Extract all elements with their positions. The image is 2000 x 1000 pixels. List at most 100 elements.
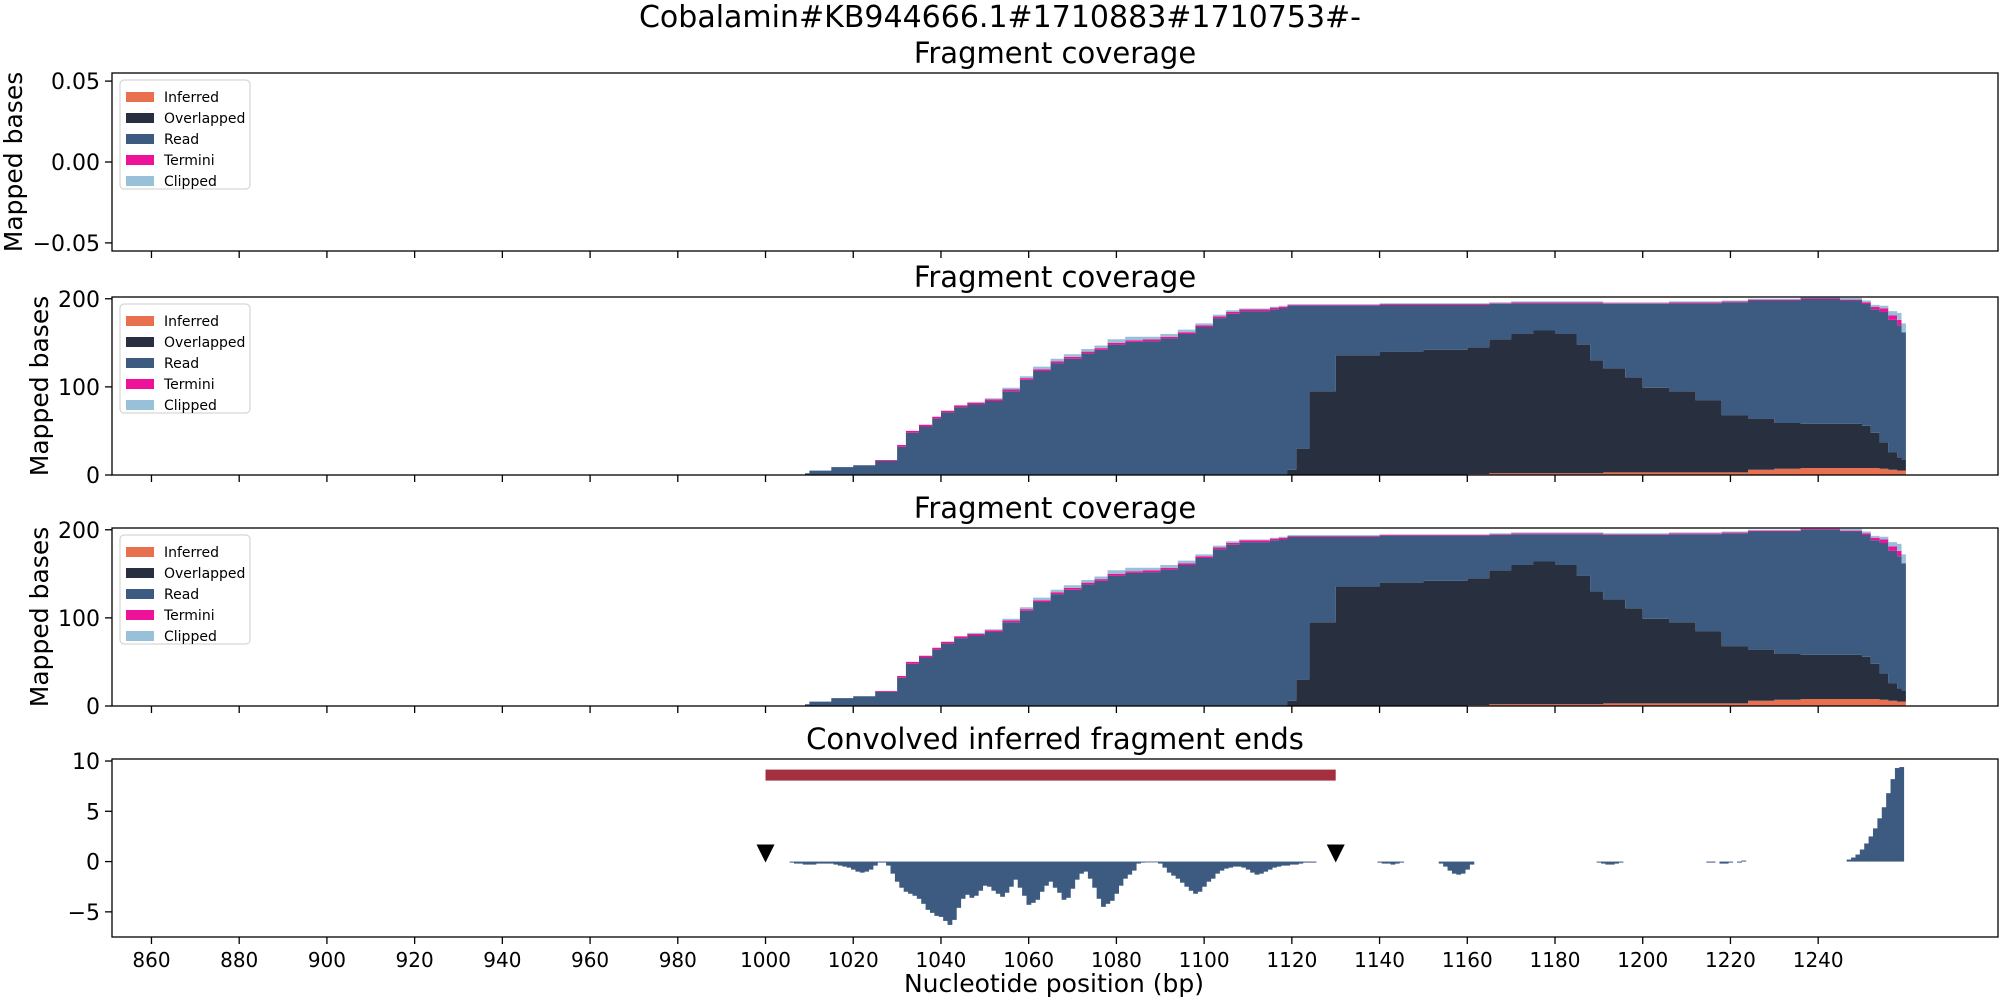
legend-swatch-read [126, 358, 154, 368]
y-tick-label: 100 [58, 607, 100, 632]
bar [1083, 861, 1089, 872]
bar [1101, 861, 1106, 907]
bar [1399, 861, 1405, 863]
x-tick-label: 1080 [1091, 948, 1142, 972]
bar [886, 861, 891, 866]
area-inferred [805, 468, 1906, 475]
panel-title: Fragment coverage [914, 491, 1196, 525]
bar [1030, 861, 1036, 903]
bar [1868, 836, 1874, 862]
bar [837, 861, 843, 866]
bar [916, 861, 922, 899]
bar [829, 861, 834, 864]
bar [1443, 861, 1448, 867]
y-tick-label: −0.05 [33, 232, 100, 257]
legend-swatch-termini [126, 155, 154, 165]
bar [1465, 861, 1470, 870]
bar [1596, 861, 1602, 863]
bar [846, 861, 852, 868]
bar [943, 861, 948, 921]
bar [1105, 861, 1111, 904]
bar [1386, 861, 1391, 864]
area-read [805, 298, 1906, 475]
bar [1618, 861, 1624, 863]
legend-swatch-termini [126, 379, 154, 389]
bar [807, 861, 812, 865]
legend-label: Clipped [164, 174, 217, 190]
x-tick-label: 1160 [1442, 948, 1493, 972]
bar [851, 861, 856, 870]
bar [1285, 861, 1291, 866]
bar [1166, 861, 1172, 873]
bar [802, 861, 808, 865]
bar [1859, 849, 1865, 862]
bar [973, 861, 979, 896]
bar [1140, 861, 1146, 863]
bar [1052, 861, 1058, 888]
bar [1280, 861, 1286, 866]
x-tick-label: 1140 [1354, 948, 1405, 972]
bar [1728, 861, 1734, 863]
x-tick-label: 1200 [1617, 948, 1668, 972]
bar [1232, 861, 1238, 867]
bar [1035, 861, 1041, 900]
legend-swatch-read [126, 134, 154, 144]
triangle-marker [756, 844, 775, 863]
legend-label: Inferred [164, 545, 219, 561]
bar [903, 861, 909, 892]
y-tick-label: 0 [86, 464, 100, 489]
bar [798, 861, 804, 864]
bar [1197, 861, 1203, 892]
bar [1144, 861, 1150, 863]
bar [1065, 861, 1071, 898]
bar [1004, 861, 1010, 893]
x-tick-label: 860 [132, 948, 170, 972]
bar [1245, 861, 1251, 870]
legend-label: Overlapped [164, 566, 245, 582]
x-tick-label: 980 [659, 948, 697, 972]
bar [1394, 861, 1400, 864]
legend-label: Read [164, 587, 199, 603]
legend-swatch-overlapped [126, 337, 154, 347]
legend-swatch-inferred [126, 547, 154, 557]
legend-label: Inferred [164, 90, 219, 106]
x-axis-label: Nucleotide position (bp) [904, 969, 1204, 998]
legend-label: Read [164, 356, 199, 372]
bar [1267, 861, 1273, 870]
bar [1894, 768, 1900, 862]
bar [811, 861, 817, 865]
bar [934, 861, 940, 916]
x-tick-label: 1000 [740, 948, 791, 972]
figure-title: Cobalamin#KB944666.1#1710883#1710753#- [639, 0, 1361, 35]
bar [1886, 793, 1891, 862]
bar [1175, 861, 1181, 879]
bar [938, 861, 944, 917]
bar [1127, 861, 1133, 875]
y-tick-label: 10 [72, 750, 100, 775]
bar [1008, 861, 1014, 887]
bar [1881, 807, 1887, 862]
y-axis-label: Mapped bases [0, 72, 28, 252]
bar [1070, 861, 1076, 889]
x-tick-label: 1180 [1530, 948, 1581, 972]
legend-label: Overlapped [164, 335, 245, 351]
legend-label: Termini [163, 153, 215, 169]
bar [1188, 861, 1194, 891]
bar [1162, 861, 1168, 868]
legend-swatch-clipped [126, 631, 154, 641]
bar [1206, 861, 1212, 882]
bar [1136, 861, 1141, 864]
chart-panel-3: Fragment coverage Mapped bases 0 100 200 Infe… [25, 491, 1999, 720]
bar [1122, 861, 1128, 879]
x-tick-label: 1220 [1705, 948, 1756, 972]
bar [1294, 861, 1299, 865]
bar [978, 861, 984, 891]
bar [1899, 767, 1905, 862]
axes-frame [111, 527, 1999, 707]
axes-frame [111, 72, 1999, 252]
bar [1044, 861, 1049, 886]
bar [1438, 861, 1444, 864]
bar [1118, 861, 1124, 886]
bar [1193, 861, 1198, 894]
bar [1096, 861, 1102, 899]
